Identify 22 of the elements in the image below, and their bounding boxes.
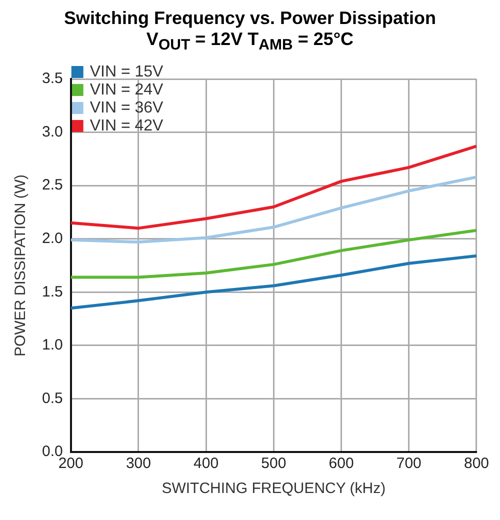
- x-tick-label: 300: [126, 454, 151, 472]
- y-tick-label: 2.0: [42, 230, 63, 247]
- chart-subtitle: V$_{OUT}$ = 12V T$_{AMB}$ = 25°C: [145, 29, 355, 54]
- x-tick-label: 700: [396, 454, 422, 472]
- x-tick-label: 500: [261, 454, 286, 472]
- y-tick-label: 3.5: [42, 70, 63, 87]
- chart-title: Switching Frequency vs. Power Dissipation: [62, 8, 438, 29]
- legend-label: VIN = 24V: [90, 81, 164, 98]
- x-tick-label: 800: [464, 454, 489, 472]
- y-tick-label: 1.0: [42, 336, 63, 354]
- legend-label: VIN = 42V: [90, 117, 164, 134]
- y-tick-label: 0.5: [42, 389, 63, 406]
- x-axis-title: SWITCHING FREQUENCY (kHz): [162, 480, 386, 497]
- y-tick-label: 2.5: [42, 176, 63, 194]
- legend-label: VIN = 15V: [90, 63, 164, 80]
- x-tick-label: 400: [194, 454, 219, 472]
- legend-label: VIN = 36V: [90, 99, 164, 116]
- y-tick-label: 1.5: [42, 282, 63, 300]
- y-axis-title: POWER DISSIPATION (W): [12, 174, 30, 356]
- y-tick-label: 3.0: [42, 123, 63, 140]
- x-tick-label: 200: [58, 454, 84, 472]
- x-tick-label: 600: [328, 454, 354, 472]
